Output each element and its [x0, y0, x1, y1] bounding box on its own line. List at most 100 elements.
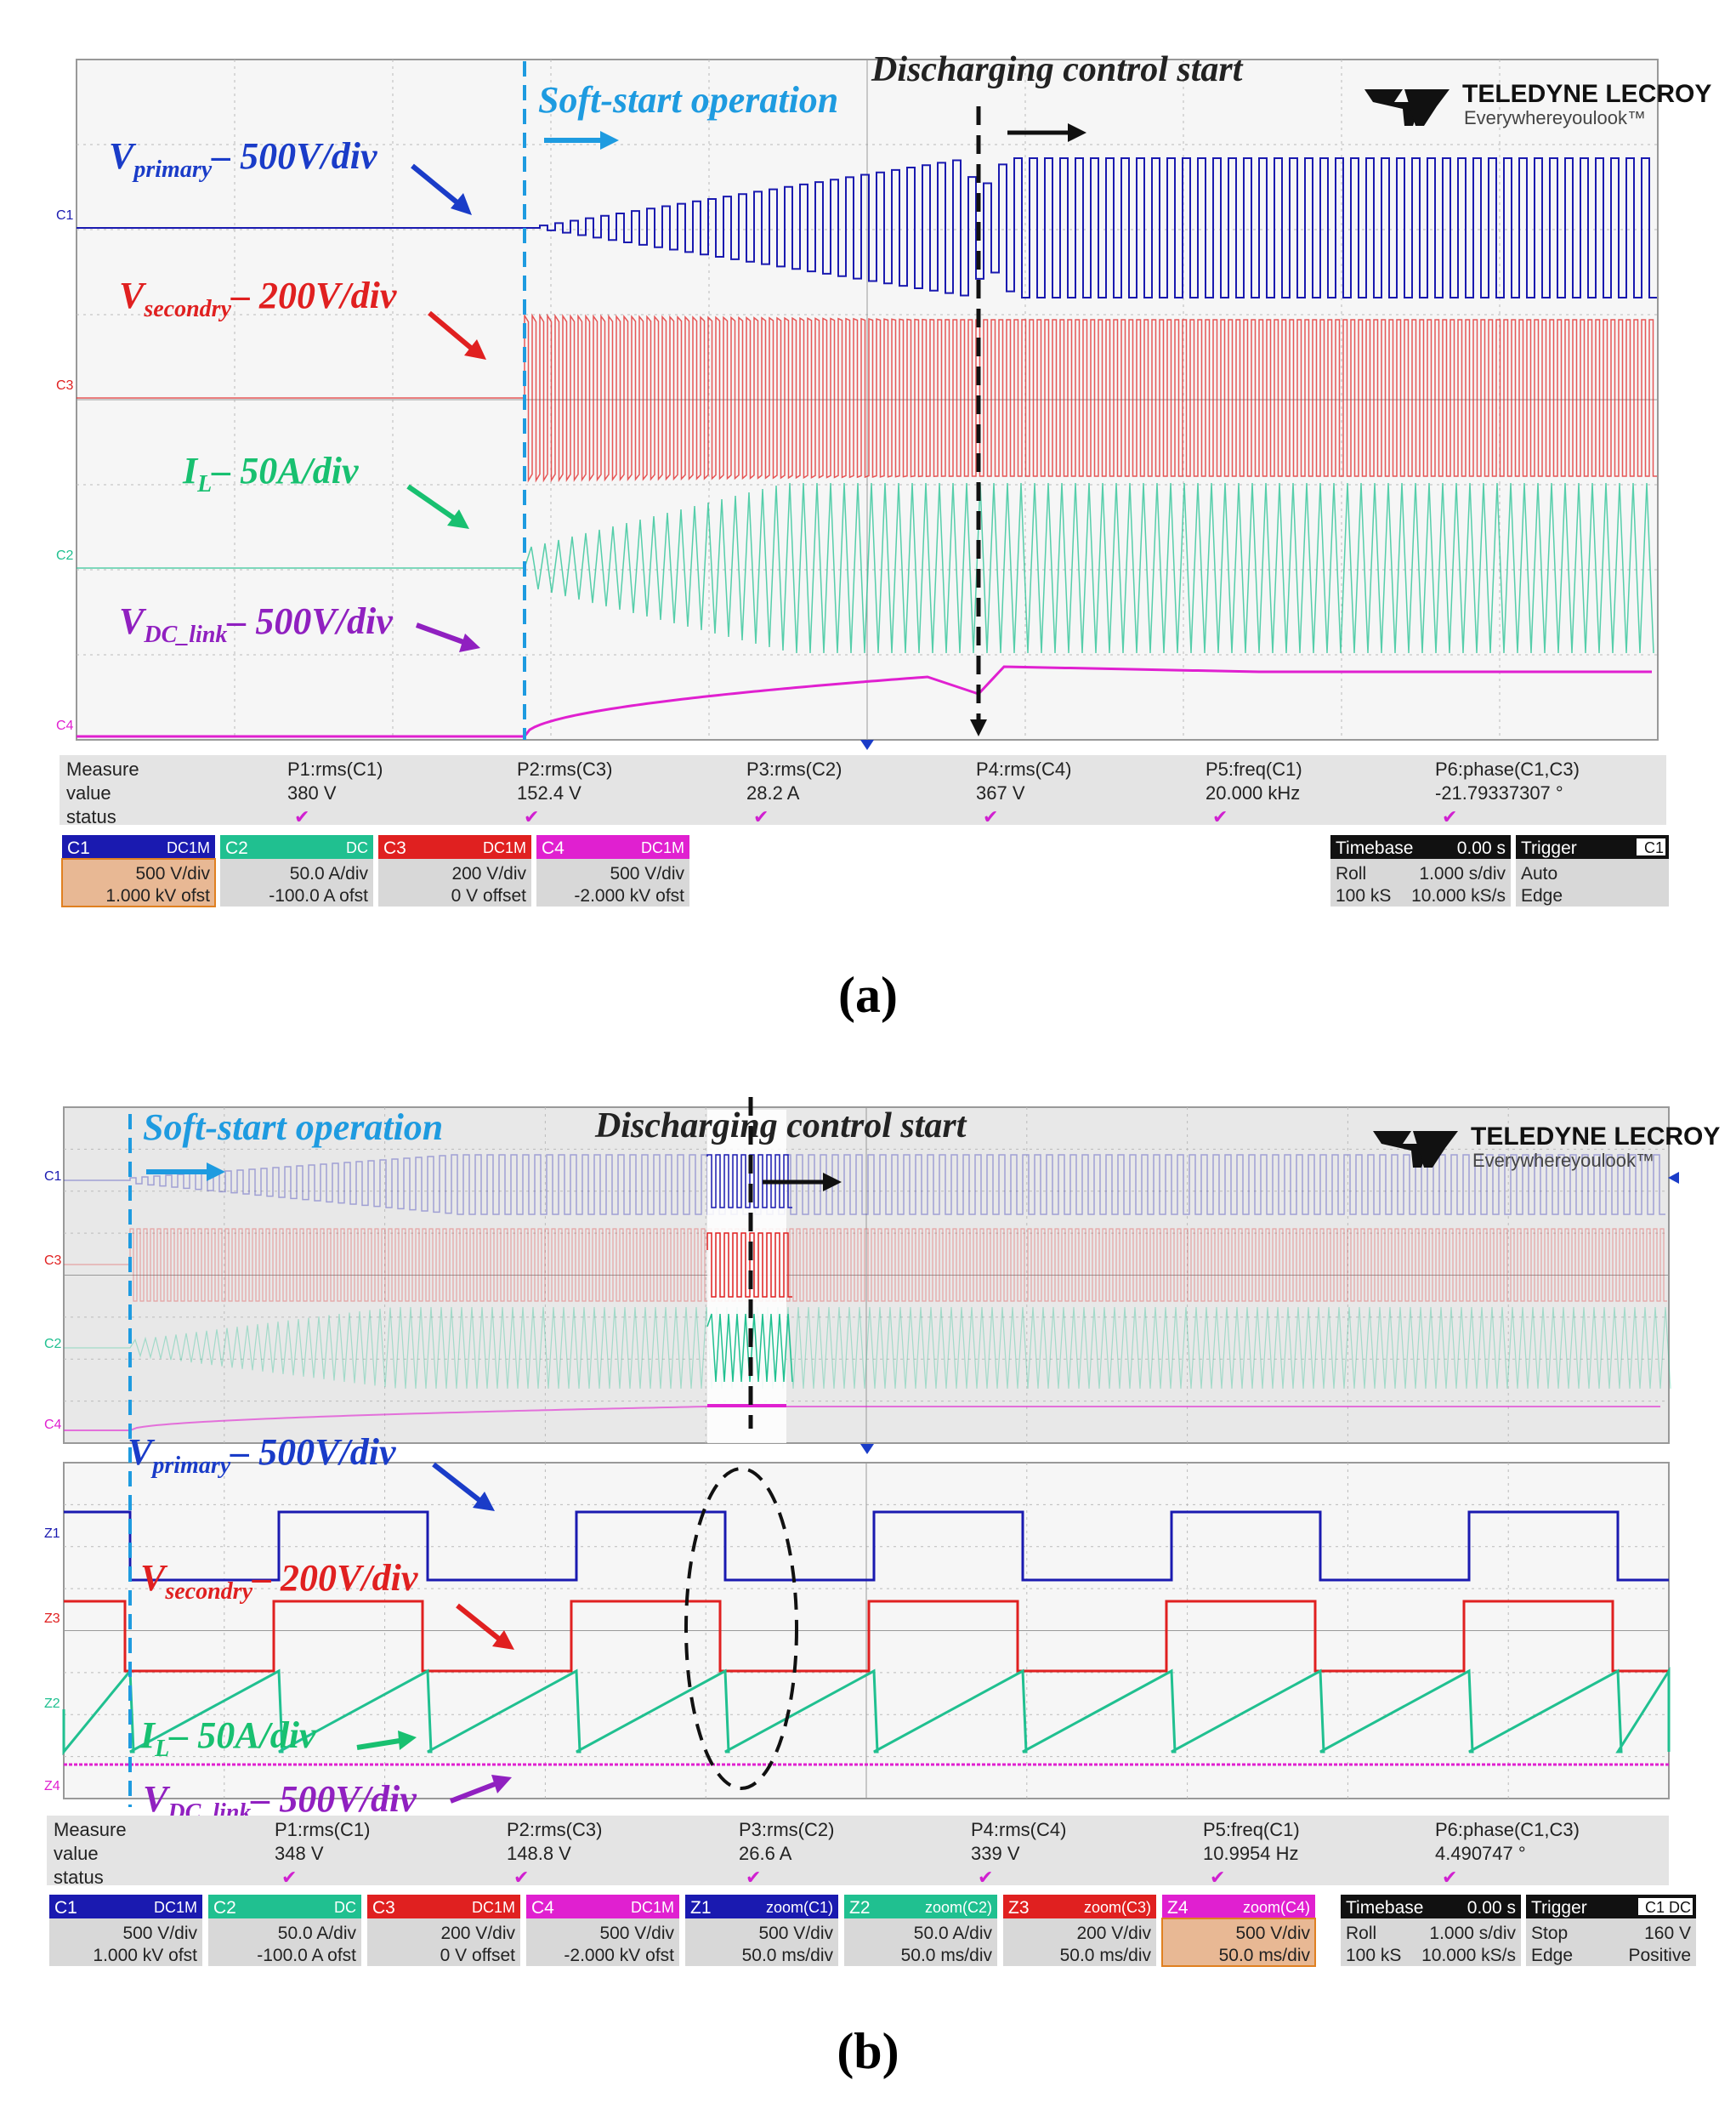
softstart-label-b: Soft-start operation: [143, 1106, 443, 1148]
chbox-C2-scale: 50.0 A/div: [290, 864, 369, 884]
chbox-C2-body: [208, 1918, 361, 1966]
chbox-C4-scale: 500 V/div: [599, 1924, 674, 1943]
brand-name-a: TELEDYNE LECROY: [1462, 80, 1711, 108]
label-vdc-a-main: V: [119, 600, 147, 642]
scope-a-traces: [77, 157, 1657, 738]
chbox-Z4-body: [1161, 1918, 1316, 1967]
scope-panel-b: C1 C3 C2 C4 Z1 Z3 Z2 Z4 Soft-start opera…: [44, 1097, 1720, 2079]
chbox-C2-offset: -100.0 A ofst: [269, 886, 368, 906]
chbox-C3-offset: 0 V offset: [451, 886, 527, 906]
trigger-type: Edge: [1531, 1946, 1573, 1965]
chbox-C3-scale: 200 V/div: [451, 864, 526, 884]
trace-vdc-a: [77, 665, 1652, 738]
arrowhead-vdc-a: [459, 634, 480, 652]
marker-z2-b: Z2: [44, 1697, 60, 1711]
marker-z4-b: Z4: [44, 1779, 60, 1793]
trigger-mode: Auto: [1521, 864, 1557, 884]
trigger-label: Trigger: [1531, 1898, 1587, 1918]
arrowhead-il-a: [447, 509, 469, 529]
label-il-b-sub: L: [154, 1736, 169, 1762]
chbox-C3-header: [378, 835, 531, 859]
brand-icon-b: [1373, 1131, 1430, 1168]
chbox-Z2-scale: 50.0 A/div: [914, 1924, 993, 1943]
chbox-Z1-body: [685, 1918, 838, 1966]
brand-icon-a: [1364, 89, 1421, 126]
timebase-label: Timebase: [1346, 1898, 1423, 1918]
timebase-offset: 0.00 s: [1457, 838, 1506, 858]
marker-c2-a: C2: [56, 548, 74, 563]
measure-table-b: Measure value status P1:rms(C1) 348 V ✔ P2:rms…: [47, 1816, 1669, 1888]
trace-vprimary-b-zoomwindow: [706, 1154, 792, 1208]
chbox-Z1-header: [685, 1895, 838, 1918]
chbox-C1-id: C1: [67, 838, 90, 858]
trace-vdc-b-overview: [64, 1406, 1660, 1431]
marker-c4-b: C4: [44, 1418, 62, 1432]
marker-c3-a: C3: [56, 378, 74, 393]
scope-b-zoom-grid: [64, 1463, 1669, 1799]
chbox-Z2-offset: 50.0 ms/div: [901, 1946, 993, 1965]
caption-a: (a): [838, 967, 898, 1023]
chbox-C1-header: [62, 835, 215, 859]
chbox-C1-coupling: DC1M: [167, 839, 210, 856]
label-vdc-a: VDC_link– 500V/div: [119, 600, 393, 648]
measure-check-6: ✔: [1442, 1867, 1457, 1888]
chbox-Z1-coupling: zoom(C1): [766, 1899, 833, 1916]
measure-name-4: P4:rms(C4): [971, 1819, 1066, 1840]
timebase-body: [1330, 859, 1511, 907]
measure-value-2: 152.4 V: [517, 782, 582, 804]
chbox-Z3-offset: 50.0 ms/div: [1060, 1946, 1152, 1965]
label-il-a: IL– 50A/div: [182, 450, 359, 497]
measure-header: Measure: [66, 759, 139, 780]
timebase-header: [1330, 835, 1511, 859]
chbox-Z2-id: Z2: [849, 1898, 871, 1918]
trace-il-a: [77, 482, 1654, 654]
trigger-mode: Stop: [1531, 1924, 1568, 1943]
chbox-C1-offset: 1.000 kV ofst: [105, 886, 210, 906]
trigger-source: C1 DC: [1645, 1899, 1691, 1916]
discharge-ellipse-b: [684, 1467, 798, 1790]
chbox-Z3-header: [1003, 1895, 1156, 1918]
arrow-il-b: [356, 1738, 400, 1750]
label-vsecondary-a-main: V: [119, 275, 147, 316]
label-vsecondary-b: Vsecondry– 200V/div: [140, 1557, 418, 1605]
brand-tagline-a: Everywhereyoulook™: [1464, 107, 1646, 128]
trigger-slope: Positive: [1628, 1946, 1691, 1965]
label-vsecondary-a: Vsecondry– 200V/div: [119, 275, 397, 322]
trigger-label: Trigger: [1521, 838, 1577, 858]
label-vprimary-a-main: V: [109, 135, 137, 177]
measure-check-1: ✔: [281, 1867, 297, 1888]
measure-name-2: P2:rms(C3): [507, 1819, 602, 1840]
chbox-C2-offset: -100.0 A ofst: [257, 1946, 356, 1965]
label-il-a-main: I: [182, 450, 199, 492]
label-il-a-rest: – 50A/div: [211, 450, 359, 492]
softstart-arrowhead-a: [600, 131, 619, 150]
timebase-header: [1341, 1895, 1521, 1918]
arrow-vsecondary-b: [456, 1603, 502, 1642]
softstart-arrowhead-b: [207, 1162, 225, 1181]
marker-c3-b: C3: [44, 1253, 62, 1268]
measure-value-5: 10.9954 Hz: [1203, 1843, 1299, 1864]
marker-c1-b: C1: [44, 1169, 62, 1184]
measure-value-label: value: [54, 1843, 99, 1864]
arrow-vdc-a: [415, 622, 465, 645]
marker-z3-b: Z3: [44, 1611, 60, 1626]
measure-value-4: 367 V: [976, 782, 1025, 804]
chbox-Z1-id: Z1: [690, 1898, 712, 1918]
chbox-Z1-offset: 50.0 ms/div: [742, 1946, 834, 1965]
label-vsecondary-b-main: V: [140, 1557, 168, 1599]
marker-c2-b: C2: [44, 1337, 62, 1351]
chbox-C1-scale: 500 V/div: [122, 1924, 197, 1943]
trigger-source: C1: [1644, 839, 1664, 856]
trigger-level: 160 V: [1644, 1924, 1691, 1943]
timebase-div: 1.000 s/div: [1429, 1924, 1516, 1943]
zoom-window-highlight: [707, 1110, 786, 1443]
scope-b-zoom-traces: [62, 1510, 1671, 1766]
label-vdc-a-sub: DC_link: [143, 622, 227, 648]
measure-check-4: ✔: [983, 806, 998, 827]
chbox-C1-id: C1: [54, 1898, 77, 1918]
chbox-C1-body: [61, 858, 216, 907]
measure-value-5: 20.000 kHz: [1206, 782, 1300, 804]
chbox-C4-id: C4: [542, 838, 564, 858]
